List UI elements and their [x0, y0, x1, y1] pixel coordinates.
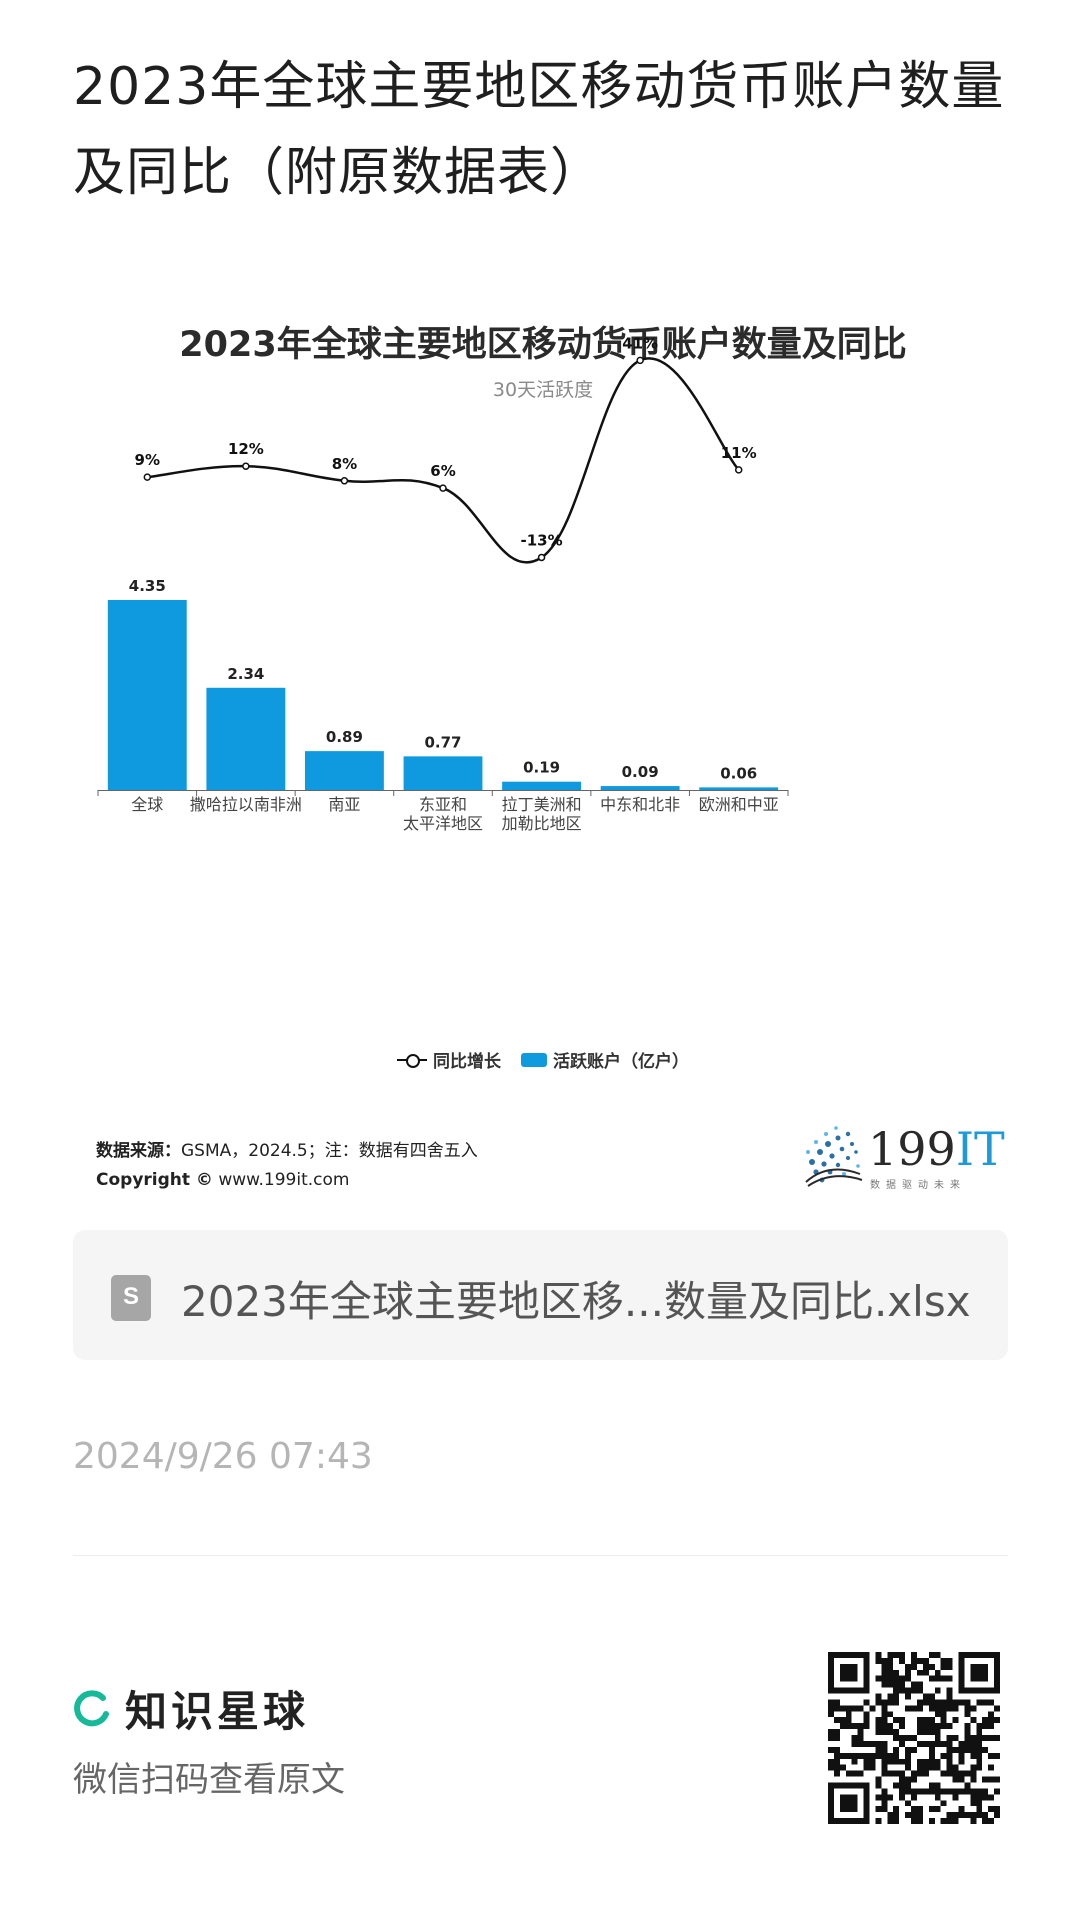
bar-value-label: 2.34 — [227, 665, 264, 683]
x-tick-label: 撒哈拉以南非洲 — [190, 795, 302, 814]
planet-ring-icon — [74, 1689, 109, 1726]
chart-subtitle: 30天活跃度 — [492, 379, 594, 401]
line-value-label: 11% — [721, 444, 757, 462]
bar[interactable] — [502, 781, 581, 790]
brand-logo: 199IT 数据驱动未来 — [798, 1122, 1005, 1192]
bar[interactable] — [403, 756, 483, 790]
x-tick-label: 欧洲和中亚 — [699, 795, 779, 814]
bar[interactable] — [107, 600, 187, 790]
chart-title: 2023年全球主要地区移动货币账户数量及同比 — [179, 325, 907, 365]
logo-text: 199IT — [868, 1122, 1005, 1176]
line-point[interactable] — [143, 473, 152, 481]
legend-item-accounts[interactable]: 活跃账户（亿户） — [521, 1047, 689, 1072]
attachment-filename: 2023年全球主要地区移...数量及同比.xlsx — [181, 1277, 971, 1326]
line-point[interactable] — [537, 553, 546, 562]
bar[interactable] — [600, 786, 680, 790]
x-tick-label: 拉丁美洲和 — [502, 795, 582, 814]
attachment-card[interactable]: 2023年全球主要地区移...数量及同比.xlsx — [73, 1230, 1008, 1360]
legend-label-accounts: 活跃账户（亿户） — [553, 1052, 689, 1072]
bar[interactable] — [699, 787, 779, 790]
bar[interactable] — [305, 751, 384, 790]
line-value-label: 8% — [332, 455, 357, 473]
brand-name: 知识星球 — [125, 1687, 310, 1736]
bar[interactable] — [206, 687, 286, 790]
bar-value-label: 0.06 — [720, 764, 757, 782]
brand-row: 知识星球 — [73, 1678, 309, 1739]
line-value-label: -13% — [521, 531, 563, 549]
bar-value-label: 0.89 — [326, 728, 363, 746]
bar-swatch-icon — [521, 1052, 547, 1067]
copyright-label: Copyright © — [96, 1170, 213, 1190]
source-label: 数据来源： — [96, 1141, 181, 1161]
line-point[interactable] — [242, 462, 250, 470]
line-value-label: 9% — [135, 451, 160, 469]
bar-value-label: 0.19 — [523, 759, 560, 777]
chart-card: 2023年全球主要地区移动货币账户数量及同比 30天活跃度 4.35 全球 2.34… — [73, 290, 1013, 1210]
dot-sphere-icon — [805, 1126, 863, 1187]
copyright-url: www.199it.com — [218, 1170, 350, 1190]
divider — [73, 1555, 1008, 1556]
line-marker-icon — [397, 1053, 427, 1068]
line-value-label: 6% — [430, 462, 455, 480]
x-tick-label: 南亚 — [328, 795, 360, 814]
logo-number: 199 — [868, 1122, 956, 1176]
source-note: 数据来源：GSMA，2024.5；注：数据有四舍五入 Copyright © w… — [96, 1137, 478, 1195]
logo-tagline: 数据驱动未来 — [870, 1180, 966, 1191]
line-point[interactable] — [340, 477, 349, 485]
bar-value-label: 0.09 — [622, 763, 659, 781]
page-title: 2023年全球主要地区移动货币账户数量及同比（附原数据表） — [73, 57, 1005, 203]
x-tick-label: 东亚和 — [419, 795, 467, 814]
x-tick-label: 全球 — [131, 795, 163, 814]
spreadsheet-file-icon — [111, 1275, 151, 1321]
brand-subtitle: 微信扫码查看原文 — [73, 1760, 345, 1800]
post-timestamp: 2024/9/26 07:43 — [73, 1436, 373, 1477]
qr-code-icon[interactable] — [828, 1652, 1000, 1824]
line-point[interactable] — [636, 356, 644, 365]
x-tick-label: 加勒比地区 — [502, 814, 582, 833]
line-value-label: 12% — [228, 440, 264, 458]
line-value-label: 41% — [622, 334, 658, 352]
line-point[interactable] — [734, 466, 743, 474]
source-text: GSMA，2024.5；注：数据有四舍五入 — [181, 1141, 478, 1161]
line-point[interactable] — [439, 484, 447, 492]
chart-legend: 同比增长 活跃账户（亿户） — [73, 1047, 1013, 1072]
legend-label-growth: 同比增长 — [433, 1052, 501, 1072]
legend-item-growth[interactable]: 同比增长 — [397, 1047, 501, 1072]
bar-value-label: 4.35 — [129, 577, 166, 595]
growth-line — [147, 357, 740, 564]
bar-value-label: 0.77 — [424, 733, 461, 751]
x-tick-label: 太平洋地区 — [403, 814, 483, 833]
x-tick-label: 中东和北非 — [600, 795, 680, 814]
logo-it: IT — [955, 1122, 1005, 1176]
